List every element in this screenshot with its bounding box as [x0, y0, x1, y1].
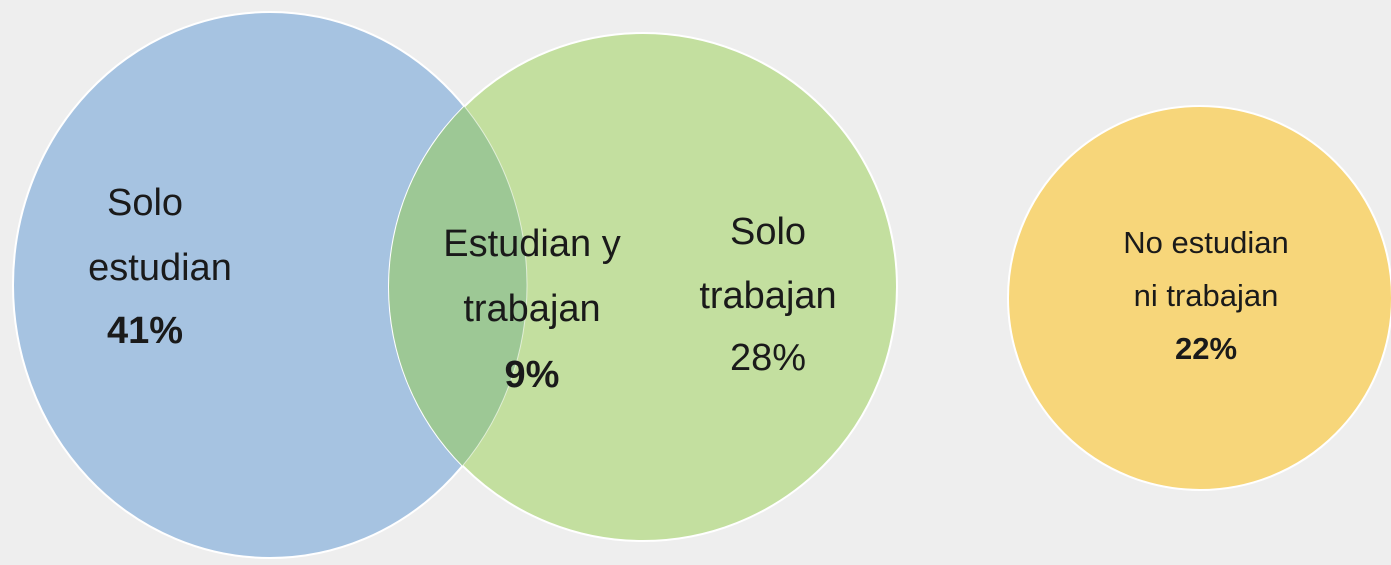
node-label: ni trabajan — [1134, 278, 1279, 313]
overlap-outline — [12, 11, 528, 559]
node-value: 22% — [1175, 331, 1237, 366]
node-label: estudian — [88, 247, 232, 289]
node-value: 41% — [107, 310, 183, 352]
node-label: trabajan — [463, 288, 600, 330]
node-label: No estudian — [1123, 225, 1288, 260]
circle-no-estudian — [1007, 105, 1391, 491]
node-label: Estudian y — [443, 223, 620, 265]
node-label: Solo — [730, 211, 806, 253]
node-label: trabajan — [699, 275, 836, 317]
node-value: 28% — [730, 337, 806, 379]
node-value: 9% — [505, 354, 560, 396]
node-label: Solo — [107, 182, 183, 224]
